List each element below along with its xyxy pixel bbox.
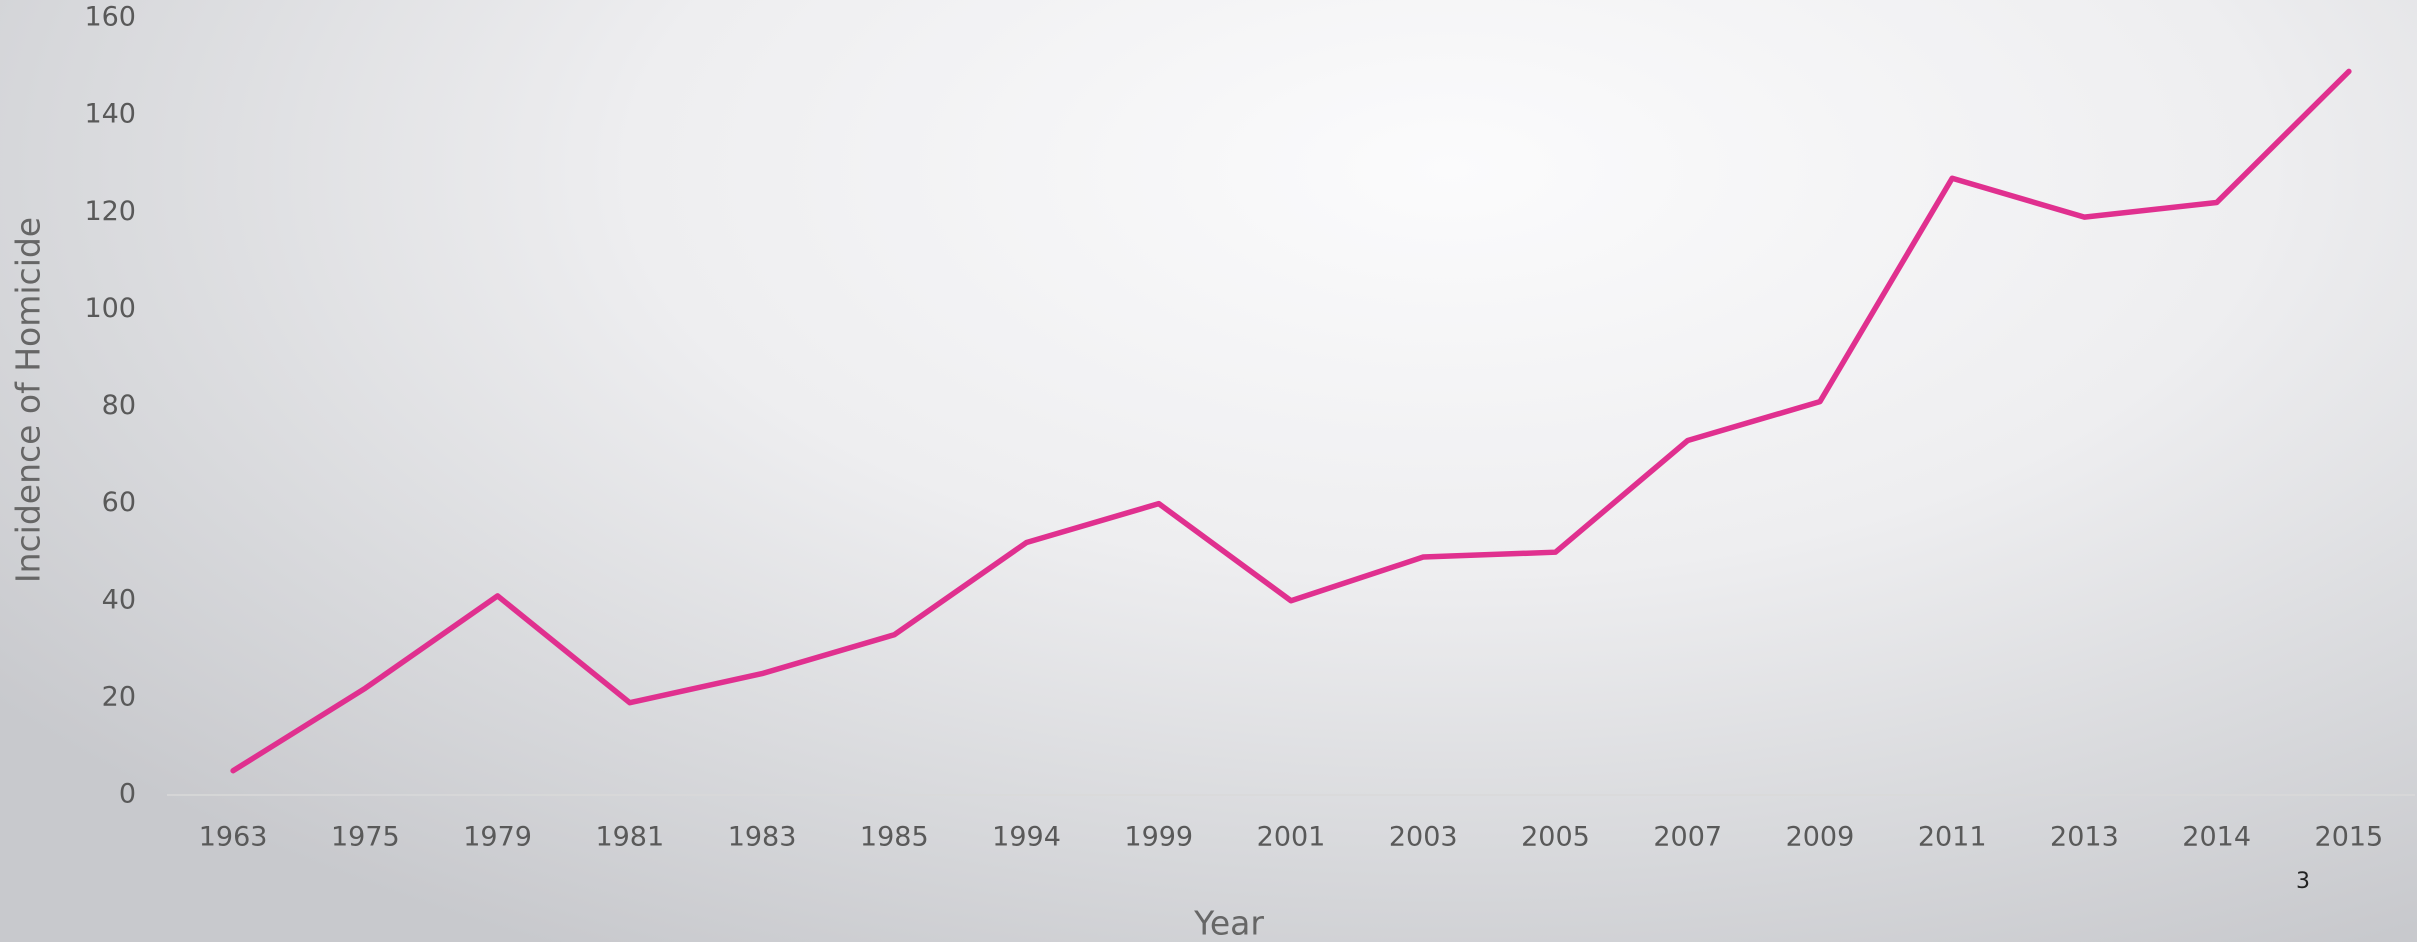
x-tick-label: 2015 xyxy=(2315,822,2384,853)
y-tick-label: 40 xyxy=(102,584,136,615)
y-tick-label: 20 xyxy=(102,681,136,712)
x-tick-label: 1975 xyxy=(331,822,400,853)
x-tick-label: 1981 xyxy=(595,822,664,853)
y-tick-label: 120 xyxy=(84,196,136,227)
data-line xyxy=(230,68,2352,774)
x-tick-label: 2009 xyxy=(1786,822,1855,853)
x-tick-label: 2005 xyxy=(1521,822,1590,853)
page-number: 3 xyxy=(2296,869,2310,894)
x-tick-label: 2011 xyxy=(1918,822,1987,853)
y-axis-title: Incidence of Homicide xyxy=(9,217,48,583)
x-tick-label: 1999 xyxy=(1124,822,1193,853)
x-axis-title: Year xyxy=(1193,904,1264,942)
x-tick-label: 2013 xyxy=(2050,822,2119,853)
x-tick-label: 1985 xyxy=(860,822,929,853)
x-tick-label: 2001 xyxy=(1257,822,1326,853)
x-tick-label: 1979 xyxy=(463,822,532,853)
x-tick-label: 1994 xyxy=(992,822,1061,853)
y-tick-label: 80 xyxy=(102,390,136,421)
x-tick-label: 1963 xyxy=(199,822,268,853)
x-tick-label: 1983 xyxy=(728,822,797,853)
y-tick-label: 160 xyxy=(84,2,136,33)
y-tick-label: 140 xyxy=(84,99,136,130)
y-tick-label: 0 xyxy=(119,779,136,810)
y-tick-label: 60 xyxy=(102,487,136,518)
x-tick-label: 2007 xyxy=(1653,822,1722,853)
x-tick-label: 2003 xyxy=(1389,822,1458,853)
y-tick-label: 100 xyxy=(84,293,136,324)
x-tick-label: 2014 xyxy=(2182,822,2251,853)
